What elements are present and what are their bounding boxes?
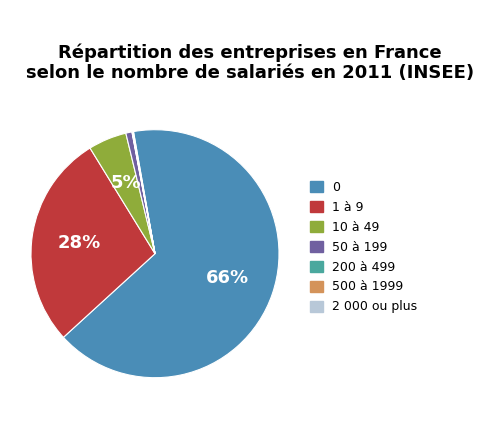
Wedge shape bbox=[132, 132, 155, 254]
Wedge shape bbox=[126, 132, 155, 254]
Wedge shape bbox=[132, 132, 155, 254]
Legend: 0, 1 à 9, 10 à 49, 50 à 199, 200 à 499, 500 à 1999, 2 000 ou plus: 0, 1 à 9, 10 à 49, 50 à 199, 200 à 499, … bbox=[306, 177, 422, 317]
Text: 5%: 5% bbox=[110, 174, 141, 192]
Text: 66%: 66% bbox=[206, 270, 250, 288]
Text: 28%: 28% bbox=[57, 234, 100, 252]
Wedge shape bbox=[31, 148, 155, 337]
Wedge shape bbox=[132, 132, 155, 254]
Wedge shape bbox=[90, 133, 155, 254]
Wedge shape bbox=[64, 130, 279, 378]
Text: Répartition des entreprises en France
selon le nombre de salariés en 2011 (INSEE: Répartition des entreprises en France se… bbox=[26, 43, 474, 82]
